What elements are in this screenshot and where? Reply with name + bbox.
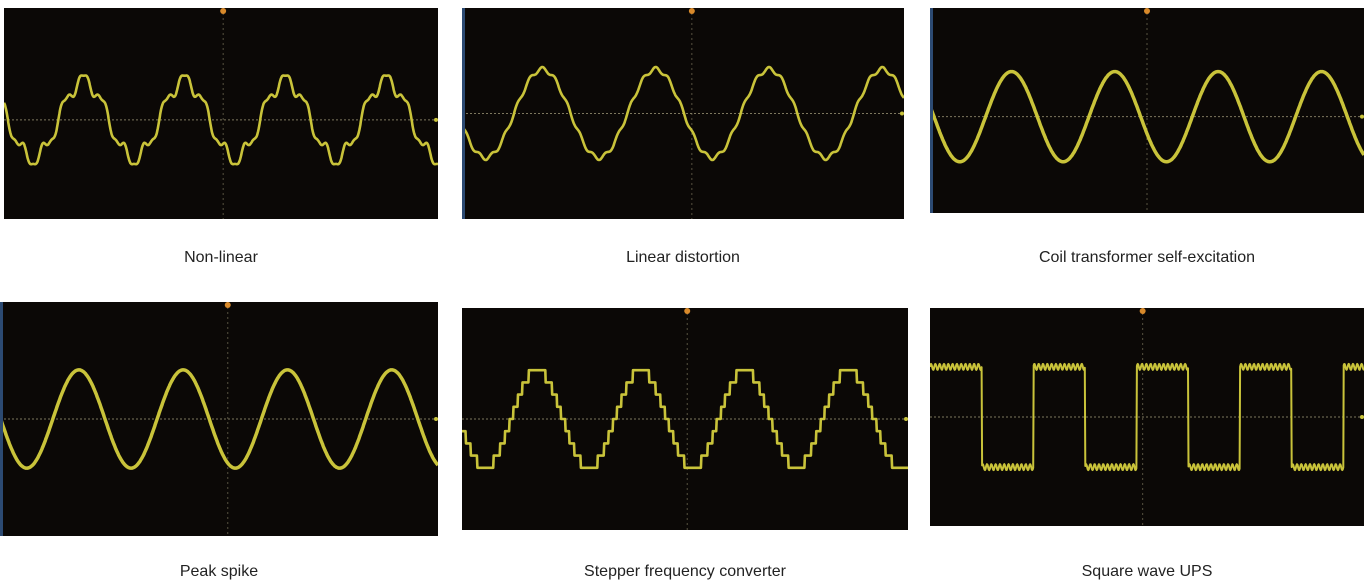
waveform-plot	[930, 8, 1364, 213]
waveform-trace	[0, 368, 438, 470]
panel-caption: Peak spike	[179, 563, 259, 580]
level-marker-icon	[1360, 114, 1364, 119]
oscilloscope-screen	[930, 8, 1364, 213]
level-marker-icon	[1360, 415, 1364, 419]
oscilloscope-screen	[462, 8, 904, 219]
panel-caption: Stepper frequency converter	[584, 563, 786, 580]
oscilloscope-screen	[0, 302, 438, 536]
waveform-plot	[462, 8, 904, 219]
waveform-trace	[4, 74, 438, 166]
waveform-plot	[930, 308, 1364, 526]
level-marker-icon	[434, 417, 438, 421]
trigger-marker-icon	[684, 308, 691, 314]
oscilloscope-screen	[930, 308, 1364, 526]
level-marker-icon	[904, 417, 908, 421]
waveform-trace	[462, 368, 908, 470]
oscilloscope-screen	[462, 308, 908, 530]
level-marker-icon	[900, 111, 904, 116]
panel-caption: Linear distortion	[626, 249, 740, 266]
waveform-trace	[930, 362, 1364, 472]
panel-caption: Coil transformer self-excitation	[1038, 249, 1256, 266]
panel-caption: Square wave UPS	[1081, 563, 1213, 580]
oscilloscope-screen	[4, 8, 438, 219]
waveform-trace	[462, 65, 904, 162]
level-marker-icon	[434, 117, 438, 122]
waveform-plot	[4, 8, 438, 219]
screen-edge	[462, 8, 465, 219]
waveform-plot	[462, 308, 908, 530]
waveform-trace	[930, 69, 1364, 164]
waveform-plot	[0, 302, 438, 536]
panel-caption: Non-linear	[184, 249, 258, 266]
trigger-marker-icon	[688, 8, 695, 14]
trigger-marker-icon	[1144, 8, 1150, 14]
screen-edge	[0, 302, 3, 536]
screen-edge	[930, 8, 933, 213]
trigger-marker-icon	[220, 8, 227, 14]
trigger-marker-icon	[224, 302, 231, 308]
trigger-marker-icon	[1139, 308, 1146, 314]
